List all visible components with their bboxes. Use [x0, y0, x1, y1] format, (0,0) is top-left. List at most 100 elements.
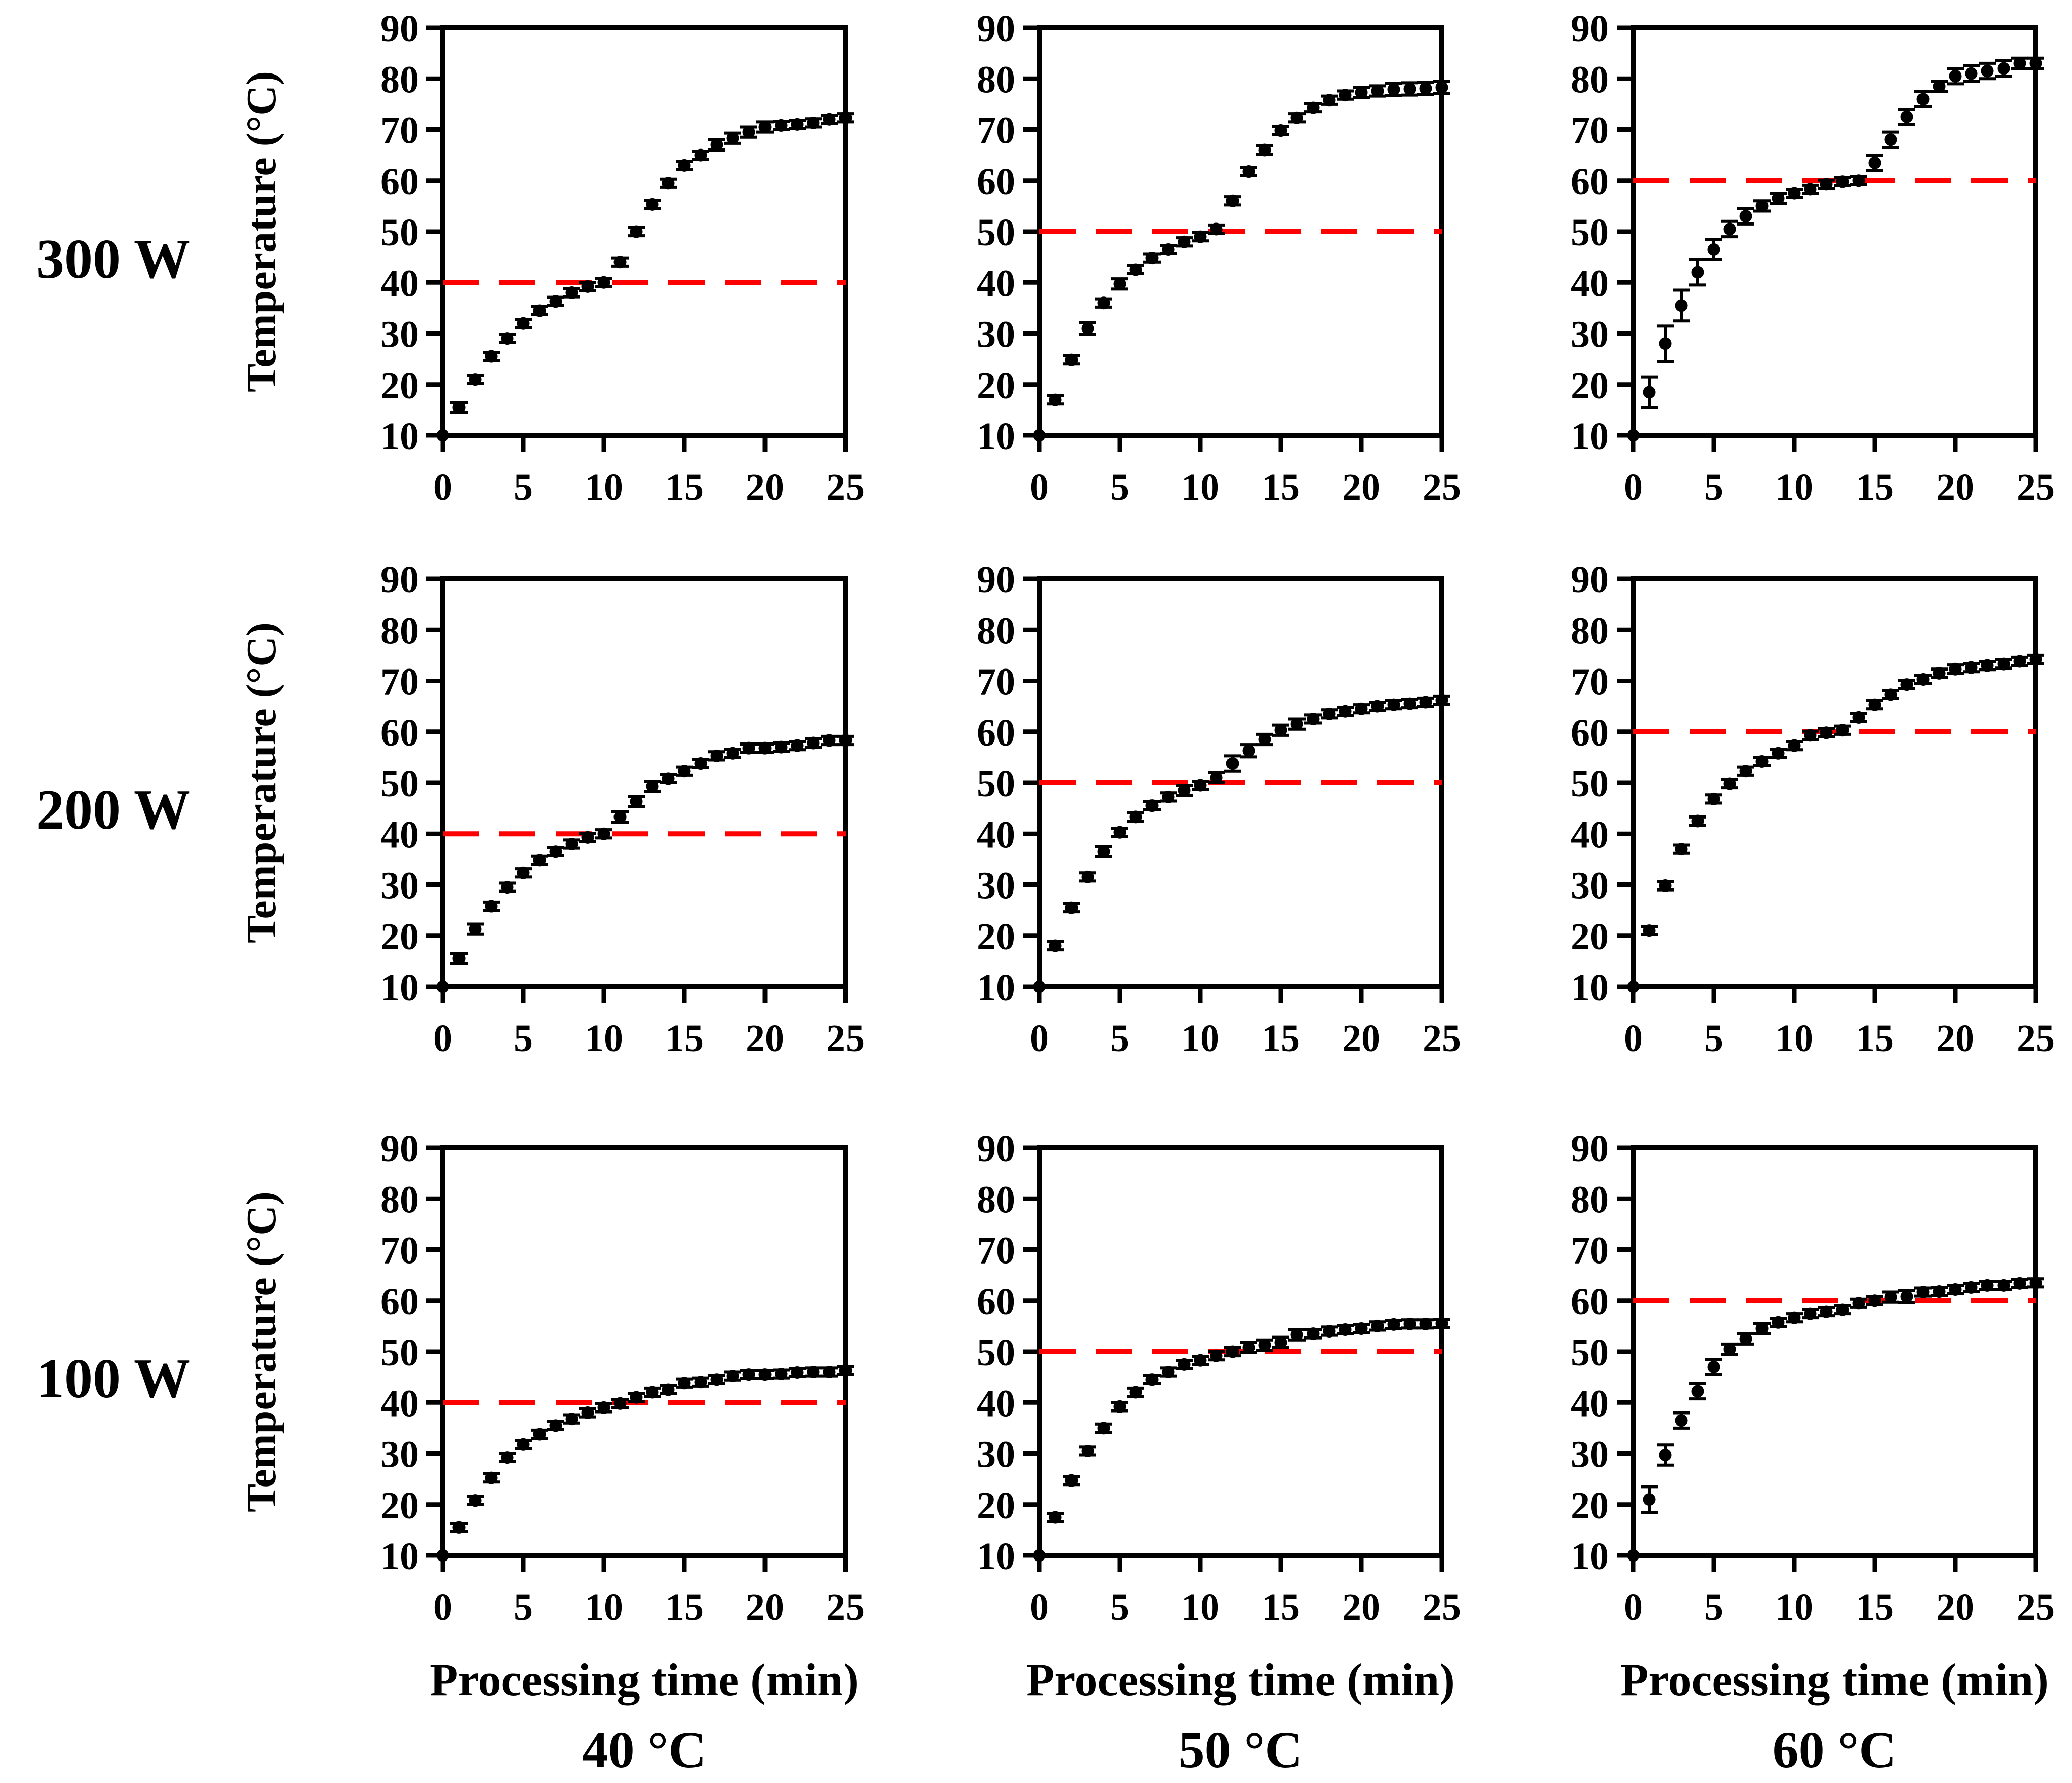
- data-point: [1997, 1279, 2010, 1292]
- x-tick-label: 0: [1624, 466, 1643, 508]
- y-tick-label: 30: [1571, 314, 1609, 356]
- data-point: [1145, 252, 1159, 265]
- data-point: [1933, 1285, 1946, 1298]
- data-point: [597, 276, 610, 289]
- subplot-200w-60c: 0 5 10 15 20 25 10 20 30 40 50 60 70 80 90: [1543, 549, 2063, 1087]
- data-point: [1097, 1422, 1110, 1435]
- data-point: [662, 772, 675, 785]
- y-tick-label: 10: [380, 415, 419, 458]
- y-tick-label: 50: [977, 1331, 1015, 1374]
- data-point: [1129, 1386, 1142, 1399]
- data-point: [1707, 792, 1720, 805]
- data-point: [1097, 845, 1110, 858]
- y-tick-label: 10: [1571, 415, 1609, 458]
- plot-frame: [440, 1145, 848, 1558]
- y-tick-label: 80: [380, 1178, 419, 1221]
- data-point: [726, 747, 739, 760]
- data-point: [549, 295, 562, 308]
- data-point: [1129, 263, 1142, 276]
- data-point: [1675, 1414, 1688, 1427]
- data-point: [1049, 1511, 1062, 1524]
- data-point: [1916, 93, 1930, 106]
- data-point: [1659, 879, 1672, 893]
- data-point: [758, 120, 772, 133]
- data-point: [1371, 700, 1384, 713]
- data-point: [1820, 726, 1833, 739]
- data-point: [694, 1376, 707, 1389]
- x-tick-label: 20: [1936, 1017, 1974, 1060]
- y-tick-label: 20: [380, 364, 419, 407]
- x-tick-label: 20: [1342, 1017, 1380, 1060]
- data-point: [1226, 757, 1239, 770]
- subplot-100w-60c: 0 5 10 15 20 25 10 20 30 40 50 60 70 80 90: [1543, 1118, 2063, 1656]
- x-tick-label: 25: [826, 466, 865, 508]
- x-tick-label: 0: [433, 1017, 452, 1060]
- subplot-200w-40c: 0 5 10 15 20 25 10 20 30 40 50 60 70 80 90: [352, 549, 873, 1087]
- data-point: [1097, 296, 1110, 310]
- y-tick-label: 80: [977, 58, 1015, 101]
- data-point: [1081, 870, 1094, 883]
- data-point: [1739, 1332, 1752, 1346]
- data-point: [1868, 698, 1881, 711]
- data-point: [1033, 980, 1046, 993]
- x-tick-label: 5: [1110, 1586, 1129, 1628]
- data-point: [549, 1419, 562, 1432]
- x-tick-label: 10: [585, 466, 623, 508]
- y-tick-label: 40: [1571, 813, 1609, 856]
- y-tick-label: 60: [1571, 1281, 1609, 1323]
- y-tick-label: 10: [977, 967, 1015, 1009]
- y-tick-label: 20: [977, 1484, 1015, 1527]
- data-point: [1691, 266, 1704, 279]
- data-point: [1723, 222, 1736, 236]
- y-tick-label: 70: [977, 110, 1015, 152]
- data-point: [742, 741, 755, 755]
- data-point: [613, 256, 627, 269]
- data-point: [791, 739, 804, 752]
- data-point: [1804, 729, 1817, 742]
- data-point: [1933, 666, 1946, 680]
- data-point: [678, 159, 691, 172]
- data-point: [1949, 662, 1962, 676]
- y-tick-label: 50: [1571, 763, 1609, 805]
- data-point: [1435, 81, 1448, 94]
- data-point: [1643, 924, 1656, 937]
- data-point: [1852, 711, 1865, 724]
- y-tick-label: 10: [977, 1535, 1015, 1578]
- data-point: [1242, 1341, 1255, 1354]
- x-tick-label: 0: [1624, 1586, 1643, 1628]
- data-point: [1081, 322, 1094, 335]
- data-point: [1403, 83, 1416, 95]
- data-point: [1739, 765, 1752, 778]
- data-point: [517, 1438, 530, 1451]
- y-tick-label: 80: [380, 58, 419, 101]
- data-point: [1981, 1279, 1994, 1292]
- data-point: [517, 866, 530, 879]
- data-point: [1755, 755, 1769, 768]
- subplot-300w-50c: 0 5 10 15 20 25 10 20 30 40 50 60 70 80 90: [949, 0, 1470, 536]
- col-label-50c: 50 °C: [1178, 1721, 1303, 1779]
- data-point: [533, 1428, 546, 1441]
- data-point: [1884, 1291, 1897, 1304]
- x-tick-label: 15: [1856, 1017, 1894, 1060]
- data-point: [1178, 235, 1191, 248]
- y-tick-label: 30: [977, 314, 1015, 356]
- col-label-60c: 60 °C: [1772, 1721, 1897, 1779]
- data-point: [710, 138, 723, 152]
- y-tick-label: 70: [1571, 1230, 1609, 1272]
- data-point: [1916, 673, 1930, 686]
- y-tick-label: 80: [977, 1178, 1015, 1221]
- data-point: [517, 317, 530, 330]
- data-point: [436, 429, 449, 442]
- data-point: [581, 1406, 594, 1419]
- data-point: [533, 854, 546, 867]
- data-point: [2013, 655, 2026, 668]
- y-tick-label: 30: [977, 1434, 1015, 1476]
- data-point: [1772, 192, 1785, 205]
- data-point: [1129, 810, 1142, 824]
- data-point: [726, 1370, 739, 1383]
- y-tick-label: 60: [380, 712, 419, 754]
- data-point: [1210, 1349, 1223, 1362]
- data-point: [1997, 657, 2010, 671]
- y-tick-label: 90: [1571, 1128, 1609, 1170]
- data-point: [1627, 1549, 1640, 1562]
